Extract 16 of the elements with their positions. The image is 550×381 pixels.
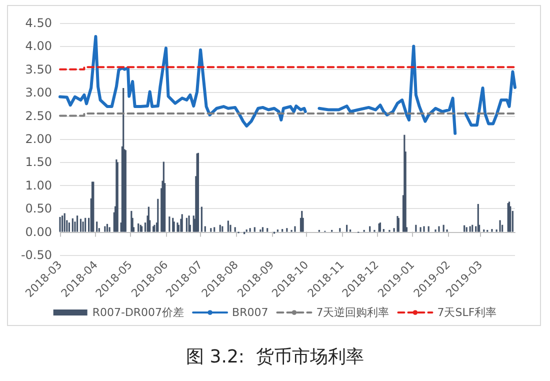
- text: 图 3.2: 货币市场利率: [186, 346, 364, 368]
- y-tick-label: 2.00: [25, 132, 52, 146]
- legend-label: 7天SLF利率: [437, 306, 497, 319]
- y-tick-label: 3.00: [25, 86, 52, 100]
- y-tick-label: 2.50: [25, 108, 52, 123]
- y-tick-label: 1.50: [25, 155, 52, 170]
- y-tick-label: 0.00: [25, 224, 52, 239]
- y-tick-label: 1.00: [25, 178, 52, 192]
- y-tick-label: 0.50: [25, 202, 52, 216]
- legend-label: BR007: [232, 306, 268, 319]
- y-tick-label: 4.50: [25, 16, 52, 30]
- legend-label: 7天逆回购利率: [316, 306, 390, 319]
- y-tick-label: -0.50: [20, 248, 52, 262]
- y-tick-label: 3.50: [25, 62, 52, 76]
- y-tick-label: 4.00: [25, 39, 52, 54]
- legend-label: R007-DR007价差: [92, 306, 184, 319]
